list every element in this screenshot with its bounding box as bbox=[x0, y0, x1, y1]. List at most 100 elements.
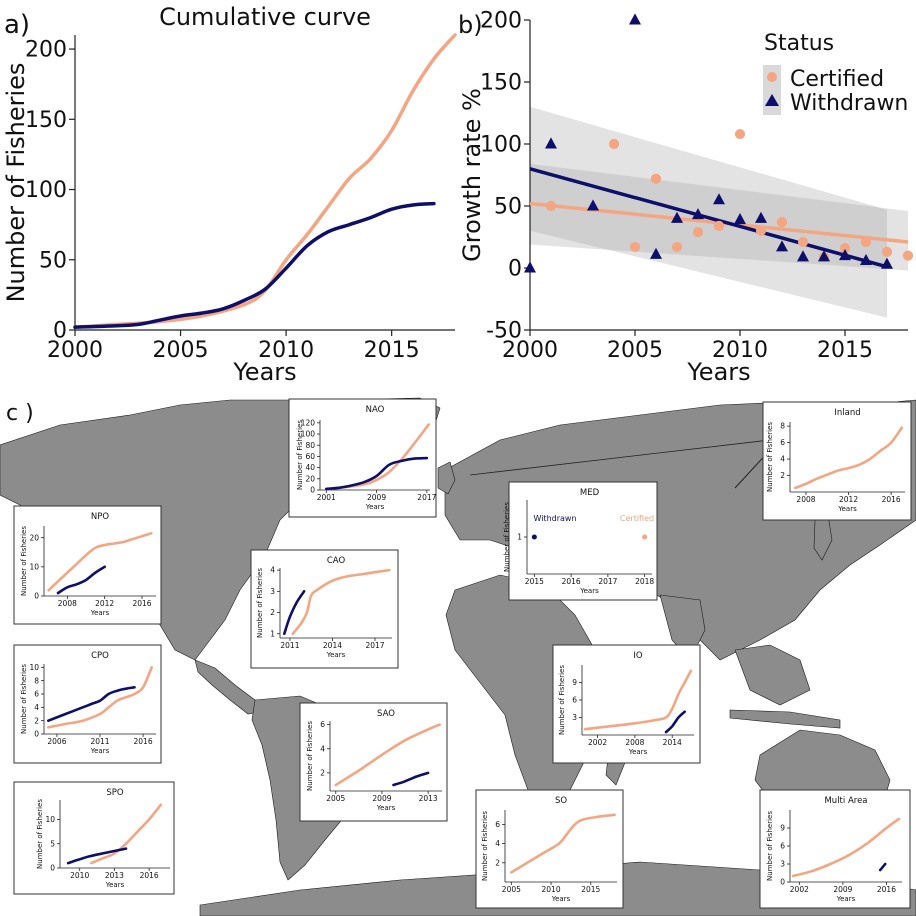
x-tick-label: 2009 bbox=[372, 794, 391, 803]
x-tick-label: 2017 bbox=[598, 577, 617, 586]
y-tick-label: 80 bbox=[305, 441, 315, 450]
panel-label-b: b) bbox=[458, 11, 483, 39]
series-line-withdrawn bbox=[878, 862, 887, 872]
chart-title: NAO bbox=[366, 405, 385, 415]
x-tick-label: 2013 bbox=[105, 871, 124, 880]
legend-label-withdrawn: Withdrawn bbox=[790, 91, 908, 116]
x-tick-label: 2008 bbox=[625, 738, 644, 747]
y-tick-label: 4 bbox=[320, 744, 325, 753]
chart-title: NPO bbox=[91, 512, 109, 522]
x-tick-label: 2015 bbox=[817, 338, 873, 363]
y-tick-label: 0 bbox=[310, 486, 315, 495]
point-withdrawn bbox=[531, 534, 537, 540]
point-withdrawn bbox=[755, 211, 767, 223]
y-tick-label: 200 bbox=[25, 38, 67, 63]
series-line-certified bbox=[791, 817, 901, 878]
x-tick-label: 2005 bbox=[326, 794, 345, 803]
point-certified bbox=[776, 217, 788, 228]
point-withdrawn bbox=[524, 261, 536, 273]
y-tick-label: 8 bbox=[780, 422, 785, 431]
x-axis-label: Years bbox=[232, 358, 296, 386]
point-withdrawn bbox=[650, 247, 662, 259]
y-tick-label: 10 bbox=[29, 663, 39, 672]
x-tick-label: 2015 bbox=[581, 885, 600, 894]
y-tick-label: 0 bbox=[508, 257, 522, 282]
point-certified bbox=[642, 534, 648, 540]
chart-spo: 2010 2013 2016 0 5 10 SPO Years Number of Fisher… bbox=[13, 781, 175, 895]
inset-frame bbox=[508, 481, 658, 601]
x-tick-label: 2016 bbox=[562, 577, 581, 586]
chart-title: CPO bbox=[91, 651, 109, 661]
series-line-withdrawn bbox=[56, 565, 106, 595]
y-tick-label: 3 bbox=[780, 860, 785, 869]
y-tick-label: 100 bbox=[25, 178, 67, 203]
y-tick-label: 5 bbox=[50, 839, 55, 848]
y-tick-label: 50 bbox=[494, 195, 522, 220]
x-tick-label: 2002 bbox=[588, 738, 607, 747]
point-withdrawn bbox=[692, 208, 704, 220]
y-axis-label: Number of Fisheries bbox=[20, 526, 28, 596]
x-tick-label: 2015 bbox=[364, 338, 420, 363]
point-certified bbox=[755, 225, 767, 236]
x-tick-label: 2016 bbox=[877, 885, 896, 894]
y-tick-label: 6 bbox=[780, 842, 785, 851]
series-line-withdrawn bbox=[66, 847, 128, 865]
x-axis-label: Years bbox=[628, 748, 648, 756]
x-tick-label: 2010 bbox=[70, 871, 89, 880]
y-tick-label: 120 bbox=[301, 418, 316, 427]
legend-key-certified bbox=[767, 72, 777, 82]
point-certified bbox=[650, 173, 662, 184]
x-axis-label: Years bbox=[90, 609, 110, 617]
point-withdrawn bbox=[818, 250, 830, 262]
chart-title: SPO bbox=[106, 788, 124, 798]
x-tick-label: 2005 bbox=[502, 885, 521, 894]
y-tick-label: 8 bbox=[34, 676, 39, 685]
x-tick-label: 2013 bbox=[419, 794, 438, 803]
point-certified bbox=[692, 226, 704, 238]
series-line-certified bbox=[334, 723, 441, 787]
series-line-withdrawn bbox=[73, 201, 436, 329]
x-axis-label: Years bbox=[836, 895, 856, 903]
land-indonesia bbox=[729, 709, 841, 729]
fit-line-withdrawn bbox=[529, 167, 888, 269]
series-line-withdrawn bbox=[47, 686, 136, 722]
chart-multi-area: 2002 2009 2016 0 3 6 9 Multi Area Years Number of… bbox=[759, 789, 911, 909]
y-tick-label: 0 bbox=[50, 864, 55, 873]
x-tick-label: 2010 bbox=[258, 338, 314, 363]
chart-cpo: 2006 2011 2016 0 2 4 6 8 10 CPO Years Number of Fis… bbox=[13, 644, 162, 764]
y-tick-label: 0 bbox=[53, 319, 67, 344]
x-tick-label: 2000 bbox=[502, 338, 558, 363]
y-tick-label: 4 bbox=[780, 455, 785, 464]
inset-frame bbox=[13, 505, 162, 625]
x-tick-label: 2016 bbox=[134, 737, 153, 746]
point-certified bbox=[902, 250, 914, 261]
point-certified bbox=[713, 220, 725, 231]
point-certified bbox=[545, 200, 557, 212]
point-withdrawn bbox=[587, 199, 599, 211]
chart-sao: 2005 2009 2013 2 4 6 SAO Years Number of Fisheri… bbox=[299, 702, 448, 822]
inset-frame bbox=[13, 781, 175, 895]
inland-pointer bbox=[469, 439, 771, 476]
x-tick-label: 2015 bbox=[525, 577, 544, 586]
x-tick-label: 2014 bbox=[663, 738, 682, 747]
y-axis-label: Number of Fisheries bbox=[766, 422, 774, 492]
y-tick-label: 6 bbox=[780, 438, 785, 447]
inset-frame bbox=[759, 789, 911, 909]
y-tick-label: 4 bbox=[34, 703, 39, 712]
y-tick-label: 9 bbox=[780, 824, 785, 833]
x-axis-label: Years bbox=[376, 804, 396, 812]
x-axis-label: Years bbox=[365, 503, 385, 511]
x-tick-label: 2010 bbox=[542, 885, 561, 894]
x-tick-label: 2010 bbox=[712, 338, 768, 363]
point-certified bbox=[839, 243, 851, 254]
y-tick-label: 2 bbox=[495, 858, 500, 867]
land-se-asia bbox=[734, 644, 811, 706]
chart-cao: 2011 2014 2017 1 2 3 4 CAO Years Number of Fisher… bbox=[250, 549, 399, 669]
x-axis-label: Years bbox=[579, 587, 599, 595]
panel-label-c: c ) bbox=[6, 401, 34, 426]
x-tick-label: 2012 bbox=[95, 599, 114, 608]
y-tick-label: 2 bbox=[34, 716, 39, 725]
x-tick-label: 2005 bbox=[607, 338, 663, 363]
